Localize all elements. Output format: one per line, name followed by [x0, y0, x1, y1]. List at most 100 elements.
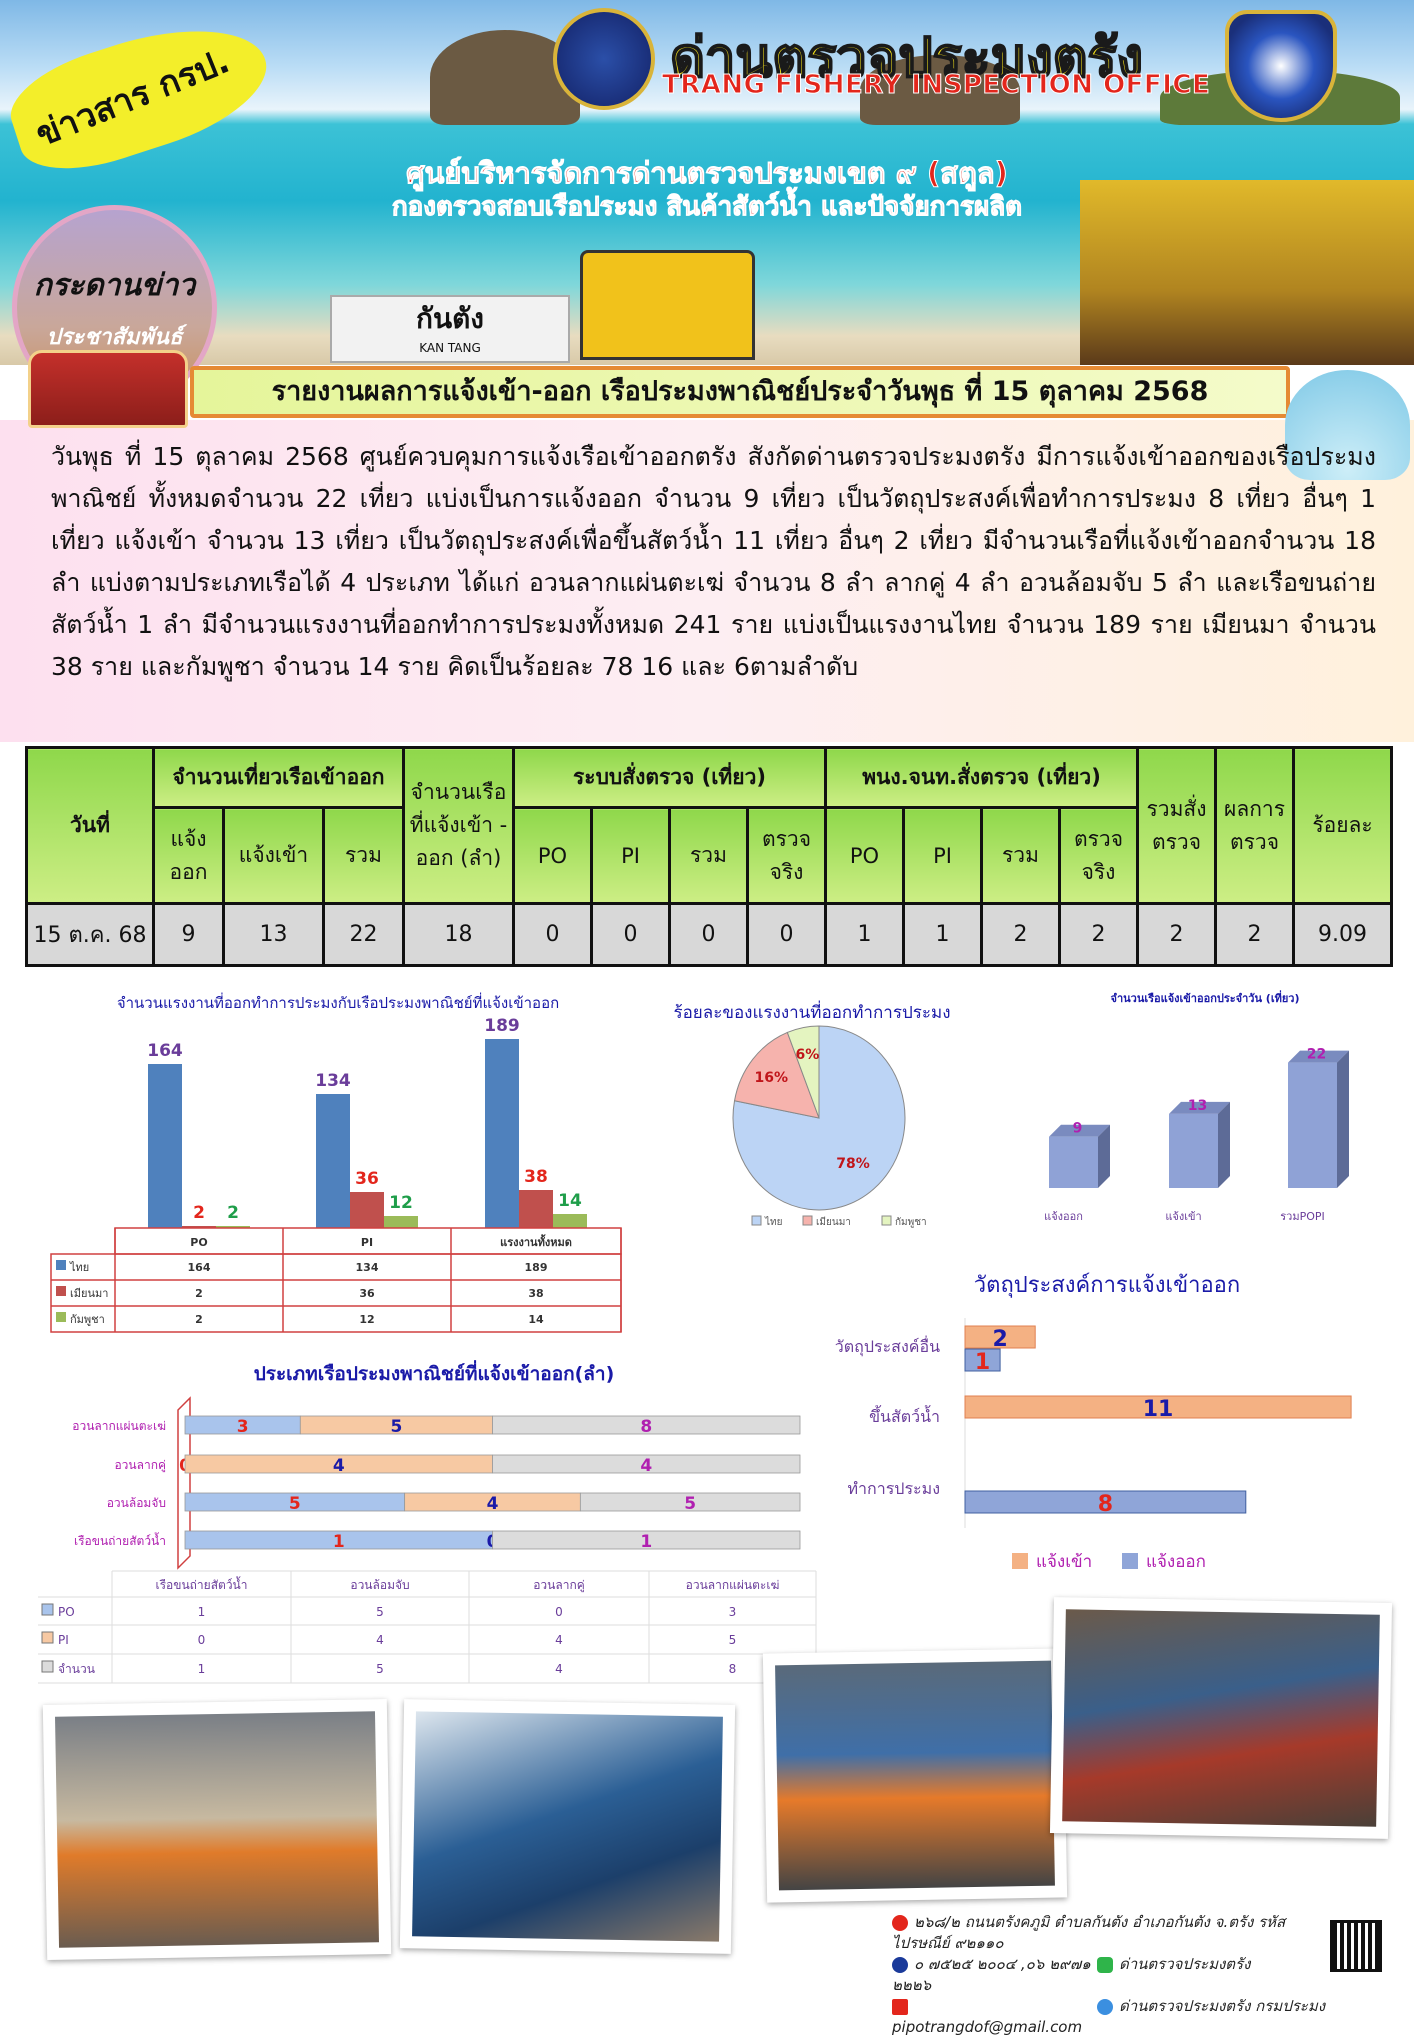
table-value: 1 [198, 1605, 206, 1619]
bar-segment [492, 1454, 801, 1474]
bar [519, 1190, 553, 1228]
legend-swatch [41, 1603, 54, 1616]
data-label: 4 [487, 1494, 499, 1514]
facebook-row[interactable]: ด่านตรวจประมงตรัง กรมประมง [1097, 1996, 1325, 2038]
table-cell: 2 [980, 902, 1061, 967]
bar-side [1098, 1124, 1110, 1188]
bar [964, 1348, 1001, 1372]
bar [148, 1064, 182, 1228]
category-label: ทำการประมง [848, 1479, 941, 1498]
legend-label: PO [58, 1605, 75, 1619]
bar [964, 1490, 1247, 1514]
contact-footer: ๒๖๘/๒ ถนนตรังคภูมิ ตำบลกันตัง อำเภอกันตั… [892, 1912, 1332, 2038]
bar [964, 1395, 1352, 1419]
data-label: 5 [684, 1494, 696, 1514]
header-date: วันที่ [25, 746, 155, 905]
category-label: แจ้งออก [1044, 1210, 1083, 1223]
category-label: อวนลากคู่ [114, 1458, 166, 1473]
legend-swatch [802, 1215, 813, 1226]
slice-label: 6% [796, 1047, 820, 1063]
table-header: เรือขนถ่ายสัตว์น้ำ [156, 1576, 248, 1592]
table-cell: 9 [152, 902, 225, 967]
table-cell: 1 [902, 902, 983, 967]
seashell-icon [1285, 370, 1410, 480]
table-value: 0 [198, 1633, 206, 1647]
bar [182, 1226, 216, 1228]
fishery-inspection-badge-logo [1225, 10, 1337, 122]
legend-label: ไทย [764, 1216, 782, 1228]
chart-title: จำนวนเรือแจ้งเข้าออกประจำวัน (เที่ยว) [1111, 990, 1300, 1005]
legend-swatch [1122, 1553, 1138, 1569]
legend-label: เมียนมา [816, 1216, 851, 1228]
slice-label: 78% [836, 1156, 870, 1172]
table-value: 2 [195, 1287, 203, 1300]
photo-boat-at-dock [1049, 1597, 1393, 1839]
train-image [580, 250, 755, 360]
data-label: 2 [227, 1203, 239, 1223]
category-label: ขึ้นสัตว์น้ำ [869, 1405, 940, 1426]
subheader-cell: รวม [980, 806, 1061, 905]
legend-swatch [41, 1660, 54, 1673]
table-value: 4 [555, 1662, 563, 1676]
summary-background [0, 420, 1414, 742]
chart-title: ประเภทเรือประมงพาณิชย์ที่แจ้งเข้าออก(ลำ) [254, 1360, 615, 1385]
data-label: 9 [1073, 1121, 1083, 1137]
subheader-cell: รวม [668, 806, 749, 905]
photo-inspection-team [762, 1648, 1068, 1903]
station-sign: กันตัง KAN TANG [330, 295, 570, 363]
office-title-th: ด่านตรวจประมงตรัง [669, 25, 1144, 90]
header-total-ordered: รวมสั่งตรวจ [1136, 746, 1217, 905]
data-label: 134 [315, 1071, 351, 1091]
table-cell: 0 [590, 902, 671, 967]
data-label: 38 [524, 1167, 548, 1187]
legend-swatch [56, 1260, 66, 1270]
table-header: อวนลากแผ่นตะเฆ่ [686, 1578, 780, 1592]
subtitle-division: กองตรวจสอบเรือประมง สินค้าสัตว์น้ำ และปั… [391, 192, 1023, 223]
office-title-en: TRANG FISHERY INSPECTION OFFICE [661, 70, 1211, 101]
category-label: รวมPOPI [1280, 1210, 1325, 1223]
chart-title: วัตถุประสงค์การแจ้งเข้าออก [974, 1273, 1240, 1298]
legend-swatch [56, 1312, 66, 1322]
chart-title: ร้อยละของแรงงานที่ออกทำการประมง [673, 1000, 950, 1023]
subheader-cell: แจ้งออก [152, 806, 225, 905]
table-value: 8 [729, 1662, 737, 1676]
bar-top [1288, 1050, 1349, 1063]
table-value: 5 [729, 1633, 737, 1647]
data-label: 2 [992, 1327, 1007, 1352]
category-label: อวนล้อมจับ [107, 1496, 166, 1510]
bar-top [1169, 1101, 1230, 1114]
table-cell: 18 [402, 902, 515, 967]
header-percent: ร้อยละ [1292, 746, 1393, 905]
table-cell: 0 [512, 902, 593, 967]
data-label: 1 [640, 1532, 652, 1552]
table-value: 3 [729, 1605, 737, 1619]
line-row[interactable]: ด่านตรวจประมงตรัง [1097, 1954, 1250, 1996]
table-value: 164 [188, 1261, 211, 1274]
category-label: แจ้งเข้า [1165, 1210, 1201, 1223]
email-row[interactable]: pipotrangdof@gmail.com [892, 1996, 1097, 2038]
legend-label: ไทย [69, 1261, 89, 1274]
legend-label: เมียนมา [70, 1287, 108, 1300]
train-icon [28, 350, 188, 428]
legend-label: กัมพูชา [895, 1217, 927, 1228]
legend-swatch [881, 1215, 892, 1226]
legend-label: กัมพูชา [70, 1313, 105, 1326]
data-label: 5 [289, 1494, 301, 1514]
table-value: 36 [359, 1287, 375, 1300]
line-icon [1097, 1956, 1113, 1973]
data-label: 4 [333, 1456, 345, 1476]
chart-title: จำนวนแรงงานที่ออกทำการประมงกับเรือประมงพ… [117, 992, 559, 1012]
subheader-cell: ตรวจจริง [746, 806, 827, 905]
table-cell: 9.09 [1292, 902, 1393, 967]
table-cell: 2 [1058, 902, 1139, 967]
legend-label: แจ้งเข้า [1036, 1552, 1092, 1572]
bar [384, 1216, 418, 1228]
table-cell: 13 [222, 902, 325, 967]
header-trips: จำนวนเที่ยวเรือเข้าออก [152, 746, 405, 809]
data-label: 1 [333, 1532, 345, 1552]
photo-crew-with-documents [42, 1699, 392, 1960]
legend-swatch [751, 1215, 762, 1226]
table-value: 189 [525, 1261, 548, 1274]
subheader-cell: PO [824, 806, 905, 905]
qr-code[interactable] [1330, 1920, 1382, 1972]
